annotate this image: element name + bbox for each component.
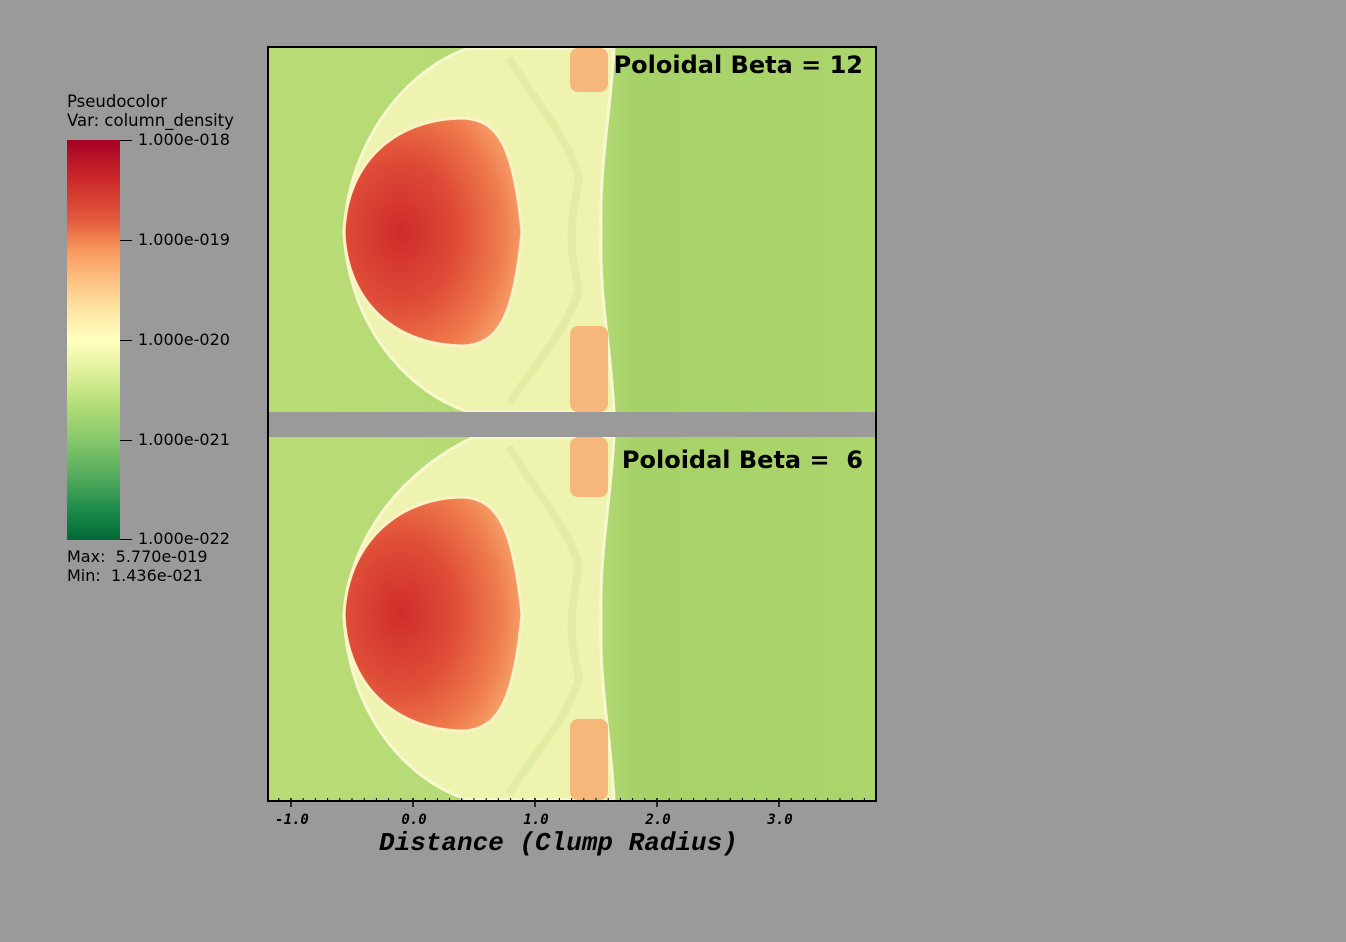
colorbar	[67, 140, 120, 540]
legend-max: Max: 5.770e-019	[67, 547, 208, 566]
x-tick-label: -1.0	[275, 812, 309, 828]
legend-min: Min: 1.436e-021	[67, 566, 203, 585]
legend-title-line1: Pseudocolor	[67, 92, 168, 111]
colorbar-tick	[120, 340, 132, 341]
x-axis-label: Distance (Clump Radius)	[379, 828, 738, 858]
x-tick-label: 1.0	[523, 812, 549, 828]
colorbar-tick	[120, 440, 132, 441]
colorbar-tick-label: 1.000e-018	[138, 130, 230, 149]
legend-title-line2: Var: column_density	[67, 111, 234, 130]
colorbar-tick-label: 1.000e-021	[138, 430, 230, 449]
x-tick-label: 2.0	[645, 812, 671, 828]
x-tick-label: 0.0	[401, 812, 427, 828]
panel-label-top: Poloidal Beta = 12	[613, 51, 863, 79]
panel-gap	[269, 412, 875, 437]
colorbar-tick	[120, 240, 132, 241]
colorbar-tick-label: 1.000e-020	[138, 330, 230, 349]
colorbar-tick	[120, 539, 132, 540]
legend-title: Pseudocolor Var: column_density	[67, 92, 234, 130]
plot-frame: Poloidal Beta = 12	[267, 46, 877, 802]
x-axis-ticks	[278, 798, 865, 807]
x-tick-label: 3.0	[767, 812, 793, 828]
panel-bottom: Poloidal Beta = 6	[269, 437, 875, 800]
panel-label-bottom: Poloidal Beta = 6	[621, 446, 863, 474]
colorbar-tick-label: 1.000e-022	[138, 529, 230, 548]
density-field-top	[269, 48, 875, 412]
panel-top: Poloidal Beta = 12	[269, 48, 875, 412]
colorbar-tick-label: 1.000e-019	[138, 230, 230, 249]
density-field-bottom	[269, 437, 875, 800]
colorbar-tick	[120, 140, 132, 141]
